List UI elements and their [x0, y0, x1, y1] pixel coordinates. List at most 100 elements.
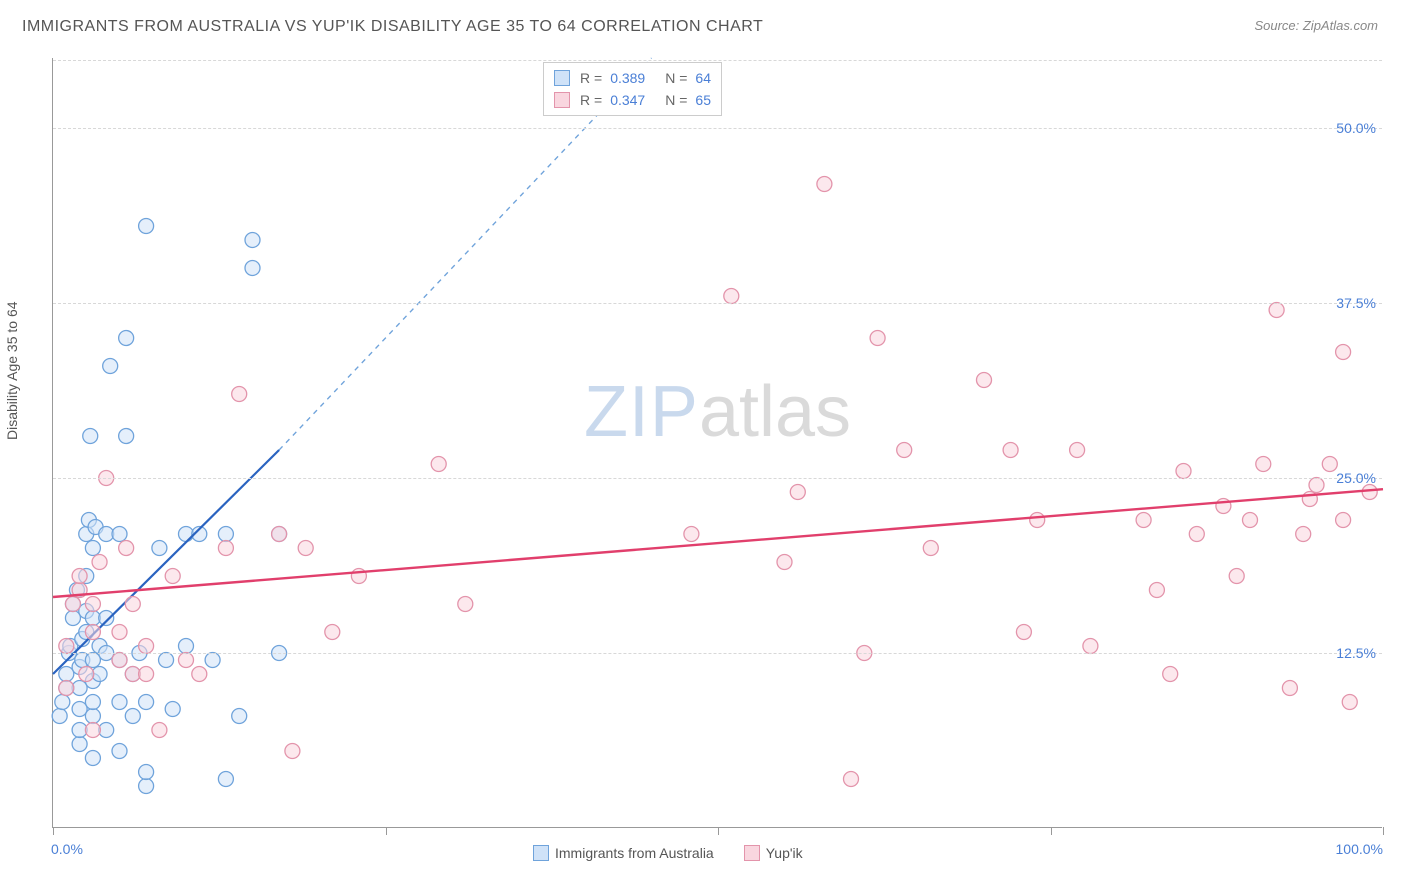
- data-point: [897, 443, 912, 458]
- data-point: [1282, 681, 1297, 696]
- data-point: [85, 709, 100, 724]
- data-point: [272, 527, 287, 542]
- y-tick-label: 12.5%: [1336, 645, 1376, 661]
- data-point: [125, 709, 140, 724]
- data-point: [232, 709, 247, 724]
- data-point: [159, 653, 174, 668]
- data-point: [1070, 443, 1085, 458]
- data-point: [1296, 527, 1311, 542]
- x-tick: [386, 827, 387, 835]
- data-point: [1189, 527, 1204, 542]
- legend-item: Immigrants from Australia: [533, 845, 714, 861]
- data-point: [1176, 464, 1191, 479]
- data-point: [1362, 485, 1377, 500]
- data-point: [85, 653, 100, 668]
- data-point: [139, 695, 154, 710]
- data-point: [55, 695, 70, 710]
- data-point: [179, 653, 194, 668]
- data-point: [85, 695, 100, 710]
- data-point: [65, 611, 80, 626]
- x-tick: [718, 827, 719, 835]
- gridline-h: [53, 653, 1382, 654]
- data-point: [59, 639, 74, 654]
- data-point: [192, 667, 207, 682]
- data-point: [59, 667, 74, 682]
- data-point: [1336, 345, 1351, 360]
- data-point: [431, 457, 446, 472]
- data-point: [1309, 478, 1324, 493]
- legend-r-label: R =: [580, 70, 602, 86]
- data-point: [245, 233, 260, 248]
- data-point: [72, 702, 87, 717]
- data-point: [1030, 513, 1045, 528]
- data-point: [139, 219, 154, 234]
- series-legend: Immigrants from Australia Yup'ik: [533, 845, 803, 861]
- data-point: [103, 359, 118, 374]
- data-point: [139, 639, 154, 654]
- trend-line: [53, 450, 279, 674]
- gridline-h: [53, 128, 1382, 129]
- legend-n-value: 64: [695, 70, 711, 86]
- data-point: [1243, 513, 1258, 528]
- trend-line: [53, 489, 1383, 597]
- data-point: [85, 723, 100, 738]
- y-tick-label: 25.0%: [1336, 470, 1376, 486]
- data-point: [72, 737, 87, 752]
- legend-r-label: R =: [580, 92, 602, 108]
- data-point: [59, 681, 74, 696]
- gridline-h: [53, 303, 1382, 304]
- y-tick-label: 50.0%: [1336, 120, 1376, 136]
- data-point: [119, 541, 134, 556]
- data-point: [112, 625, 127, 640]
- data-point: [1016, 625, 1031, 640]
- trend-line-extension: [279, 58, 651, 450]
- legend-item: Yup'ik: [744, 845, 803, 861]
- data-point: [1149, 583, 1164, 598]
- y-tick-label: 37.5%: [1336, 295, 1376, 311]
- data-point: [285, 744, 300, 759]
- x-tick-label: 0.0%: [51, 841, 83, 857]
- data-point: [85, 751, 100, 766]
- data-point: [790, 485, 805, 500]
- data-point: [112, 527, 127, 542]
- data-point: [1336, 513, 1351, 528]
- y-axis-label: Disability Age 35 to 64: [4, 301, 20, 440]
- data-point: [844, 772, 859, 787]
- legend-label: Yup'ik: [766, 845, 803, 861]
- source-label: Source: ZipAtlas.com: [1254, 18, 1378, 33]
- legend-n-value: 65: [695, 92, 711, 108]
- legend-label: Immigrants from Australia: [555, 845, 714, 861]
- data-point: [112, 744, 127, 759]
- data-point: [724, 289, 739, 304]
- data-point: [245, 261, 260, 276]
- data-point: [325, 625, 340, 640]
- legend-n-label: N =: [665, 70, 687, 86]
- data-point: [112, 695, 127, 710]
- data-point: [298, 541, 313, 556]
- data-point: [72, 569, 87, 584]
- data-point: [817, 177, 832, 192]
- data-point: [52, 709, 67, 724]
- data-point: [1322, 457, 1337, 472]
- data-point: [92, 555, 107, 570]
- data-point: [977, 373, 992, 388]
- data-point: [179, 639, 194, 654]
- data-point: [232, 387, 247, 402]
- data-point: [205, 653, 220, 668]
- legend-n-label: N =: [665, 92, 687, 108]
- data-point: [458, 597, 473, 612]
- x-tick: [1051, 827, 1052, 835]
- data-point: [218, 772, 233, 787]
- data-point: [99, 611, 114, 626]
- correlation-legend: R =0.389N =64R =0.347N =65: [543, 62, 722, 116]
- legend-row: R =0.389N =64: [554, 67, 711, 89]
- legend-swatch: [554, 70, 570, 86]
- data-point: [139, 765, 154, 780]
- x-tick: [1383, 827, 1384, 835]
- plot-area: ZIPatlas R =0.389N =64R =0.347N =65 Immi…: [52, 58, 1382, 828]
- data-point: [152, 723, 167, 738]
- legend-swatch: [554, 92, 570, 108]
- data-point: [165, 569, 180, 584]
- data-point: [112, 653, 127, 668]
- data-point: [870, 331, 885, 346]
